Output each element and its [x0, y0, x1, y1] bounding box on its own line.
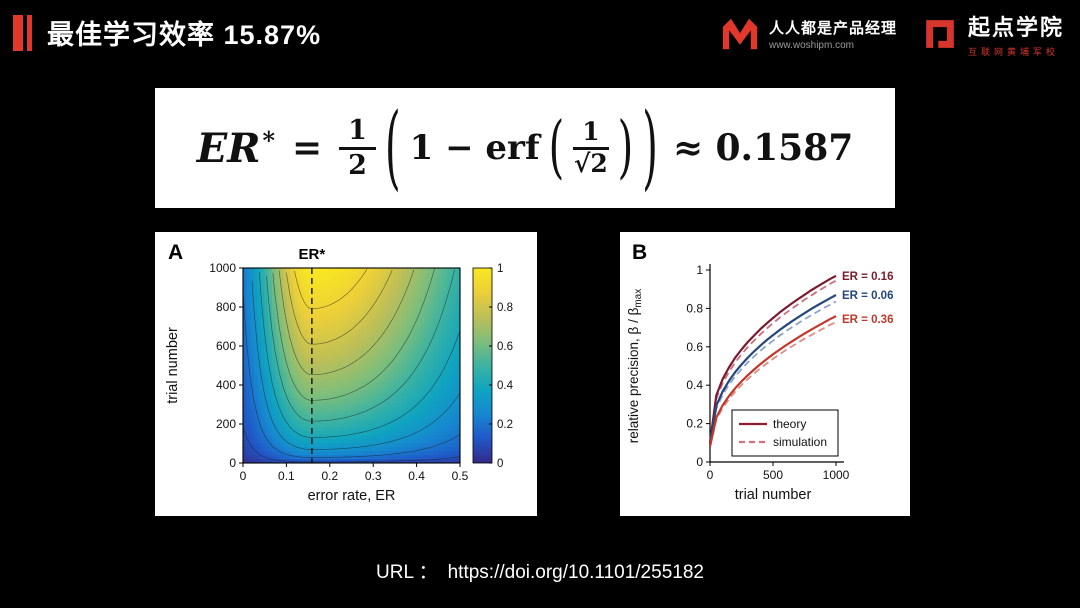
svg-text:1: 1: [696, 263, 703, 277]
svg-text:500: 500: [763, 468, 783, 482]
svg-text:0.5: 0.5: [452, 469, 469, 483]
panel-a-ticks: 0 0.1 0.2 0.3 0.4 0.5 0 200 400 600 800 1000: [209, 261, 468, 483]
equals-sign: =: [292, 127, 323, 169]
series-curves: [708, 274, 837, 447]
panel-b-figure: 0 500 1000 0 0.2 0.4 0.6 0.8 1 ER = 0.16 ER = 0.06…: [620, 232, 910, 516]
svg-text:theory: theory: [773, 417, 806, 431]
svg-text:0.4: 0.4: [497, 380, 514, 392]
qidian-brand: 起点学院 互联网黄埔军校: [921, 10, 1064, 58]
accent-bar-icon: [27, 14, 32, 51]
formula-body: 1 − erf: [409, 128, 540, 168]
svg-text:0.8: 0.8: [497, 302, 513, 314]
woshipm-m-logo-icon: [722, 18, 758, 50]
colorbar-ticks: 0 0.2 0.4 0.6 0.8 1: [489, 263, 514, 470]
svg-text:0: 0: [229, 456, 236, 470]
svg-text:0: 0: [497, 458, 503, 470]
title-accent-bars: [13, 14, 32, 51]
formula-result: ≈ 0.1587: [672, 127, 854, 169]
panel-b-ylabel: relative precision, β / βmax: [626, 289, 644, 444]
curve-er-0.06-theory: [708, 294, 837, 445]
svg-text:0: 0: [696, 455, 703, 469]
woshipm-brand: 人人都是产品经理 www.woshipm.com: [720, 16, 897, 52]
inv-sqrt2-fraction: 1 √2: [573, 116, 609, 178]
accent-bar-icon: [13, 14, 23, 51]
panel-b-ticks: 0 500 1000 0 0.2 0.4 0.6 0.8 1: [686, 263, 849, 482]
curve-er-0.36-theory: [708, 315, 837, 447]
open-paren: (: [384, 95, 401, 201]
panel-b-label: B: [632, 241, 647, 264]
svg-text:0.8: 0.8: [686, 301, 703, 315]
page-title: 最佳学习效率 15.87%: [47, 20, 322, 50]
panel-a-chart: ER* 0 0.1 0.2 0.3 0.4 0.5 0 200 400 600 800 1000 erro…: [165, 241, 514, 504]
er-star-formula: ER* = 1 2 ( 1 − erf ( 1 √2 ) ) ≈ 0.1587: [196, 95, 854, 201]
footer: URL ： https://doi.org/10.1101/255182: [0, 557, 1080, 584]
curve-label: ER = 0.36: [842, 314, 893, 326]
svg-text:0.2: 0.2: [497, 419, 513, 431]
qidian-logo-icon: [926, 20, 954, 48]
svg-text:0.3: 0.3: [365, 469, 382, 483]
panel-a-ylabel: trial number: [165, 327, 181, 404]
svg-text:0.1: 0.1: [278, 469, 295, 483]
woshipm-site: www.woshipm.com: [768, 40, 854, 51]
close-paren: ): [642, 95, 658, 201]
svg-text:1: 1: [497, 263, 503, 275]
open-paren: (: [548, 108, 565, 188]
qidian-name: 起点学院: [967, 15, 1064, 40]
url-label: URL ：: [376, 562, 438, 583]
plot-frame: [242, 267, 461, 464]
svg-text:0: 0: [707, 468, 714, 482]
curve-er-0.06-simulation: [709, 300, 837, 445]
svg-text:0.2: 0.2: [686, 417, 703, 431]
svg-text:0: 0: [240, 469, 247, 483]
svg-text:1000: 1000: [209, 261, 236, 275]
branding-area: 人人都是产品经理 www.woshipm.com 起点学院 互联网黄埔军校: [720, 10, 1064, 58]
svg-text:0.2: 0.2: [321, 469, 338, 483]
svg-text:0.6: 0.6: [686, 340, 703, 354]
formula-lhs: ER*: [196, 124, 275, 172]
panel-b-chart: 0 500 1000 0 0.2 0.4 0.6 0.8 1 ER = 0.16 ER = 0.06…: [626, 241, 893, 503]
svg-text:1000: 1000: [823, 468, 850, 482]
curve-er-0.16-simulation: [709, 279, 837, 443]
woshipm-text: 人人都是产品经理 www.woshipm.com: [769, 17, 897, 51]
curve-er-0.36-simulation: [709, 321, 837, 447]
contour-lines: [242, 268, 461, 463]
slide-header: 最佳学习效率 15.87%: [13, 13, 321, 52]
panel-b-xlabel: trial number: [735, 487, 812, 503]
curve-er-0.16-theory: [708, 274, 837, 443]
formula-box: ER* = 1 2 ( 1 − erf ( 1 √2 ) ) ≈ 0.1587: [155, 88, 895, 208]
legend: theory simulation: [731, 409, 839, 457]
doi-link[interactable]: https://doi.org/10.1101/255182: [447, 562, 704, 583]
panel-a-label: A: [168, 241, 183, 264]
panel-a-figure: ER* 0 0.1 0.2 0.3 0.4 0.5 0 200 400 600 800 1000 erro…: [155, 232, 537, 516]
colorbar: [472, 267, 493, 464]
woshipm-name: 人人都是产品经理: [768, 20, 897, 37]
close-paren: ): [617, 108, 634, 188]
qidian-text: 起点学院 互联网黄埔军校: [968, 10, 1064, 58]
svg-text:200: 200: [216, 417, 236, 431]
curve-label: ER = 0.16: [842, 271, 893, 283]
qidian-tagline: 互联网黄埔军校: [967, 47, 1059, 57]
curve-label: ER = 0.06: [842, 290, 893, 302]
panel-a-xlabel: error rate, ER: [308, 488, 396, 504]
svg-text:600: 600: [216, 339, 236, 353]
er-star-annotation: ER*: [299, 246, 326, 263]
svg-text:0.4: 0.4: [408, 469, 425, 483]
svg-text:simulation: simulation: [773, 435, 827, 449]
svg-text:800: 800: [216, 300, 236, 314]
svg-text:400: 400: [216, 378, 236, 392]
svg-text:0.4: 0.4: [686, 378, 703, 392]
one-half-fraction: 1 2: [339, 115, 376, 181]
svg-text:0.6: 0.6: [497, 341, 513, 353]
